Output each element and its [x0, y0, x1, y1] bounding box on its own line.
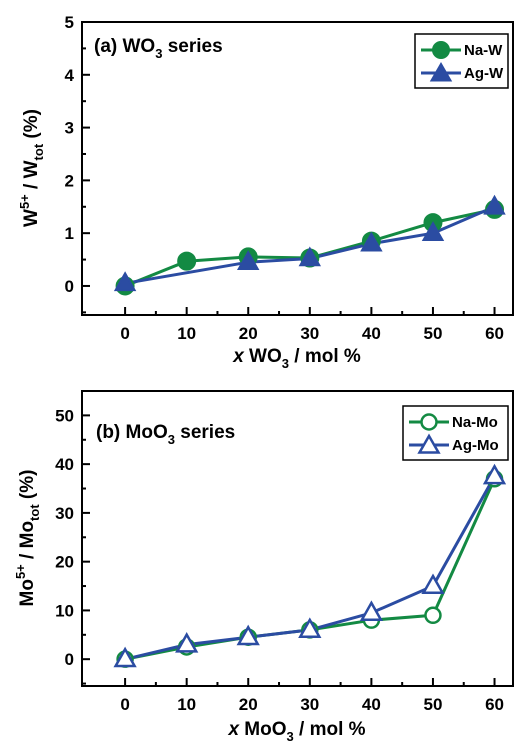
x-tick-label-a: 50: [423, 324, 442, 343]
data-point-ag-mo: [236, 624, 260, 646]
y-tick-label-b: 20: [55, 553, 74, 572]
legend-entry-ag-mo: Ag-Mo: [409, 433, 499, 454]
data-point-na-w: [177, 251, 197, 271]
legend-entry-na-mo: Na-Mo: [409, 413, 498, 431]
x-tick-label-a: 0: [120, 324, 129, 343]
data-point-ag-mo: [113, 646, 137, 668]
legend-entry-ag-w: Ag-W: [421, 61, 504, 82]
plot-frame-b: [81, 390, 514, 687]
x-axis-label-a: x WO3 / mol %: [232, 346, 361, 371]
data-point-ag-mo: [421, 573, 445, 595]
data-point-ag-w: [298, 246, 322, 267]
data-point-na-mo: [424, 606, 442, 625]
legend-label-na-mo: Na-Mo: [452, 414, 498, 431]
x-tick-label-b: 0: [120, 695, 129, 714]
series-group-a: [113, 194, 506, 296]
legend-box-a: [414, 33, 509, 89]
y-tick-label-a: 5: [65, 13, 74, 32]
x-tick-label-a: 20: [239, 324, 258, 343]
x-tick-label-b: 50: [423, 695, 442, 714]
y-tick-label-a: 3: [65, 119, 74, 138]
x-tick-label-b: 20: [239, 695, 258, 714]
data-point-ag-w: [421, 221, 445, 241]
panel-title-a: (a) WO3 series: [94, 36, 223, 61]
data-point-ag-mo: [175, 632, 199, 653]
y-tick-label-a: 4: [65, 66, 75, 85]
y-tick-label-b: 30: [55, 504, 74, 523]
x-tick-label-a: 40: [362, 324, 381, 343]
x-tick-label-a: 30: [300, 324, 319, 343]
y-tick-label-a: 0: [65, 277, 74, 296]
legend-label-na-w: Na-W: [464, 42, 503, 59]
x-tick-label-b: 30: [300, 695, 319, 714]
data-point-ag-w: [483, 194, 506, 215]
x-tick-label-b: 60: [485, 695, 504, 714]
y-axis-label-b: Mo5+ / Motot (%): [13, 470, 42, 607]
data-point-ag-mo: [298, 617, 322, 638]
y-tick-label-b: 0: [65, 650, 74, 669]
y-tick-label-a: 2: [65, 171, 74, 190]
legend-a: Na-W Ag-W: [414, 33, 509, 89]
x-axis-label-b: x MoO3 / mol %: [227, 719, 365, 744]
legend-entry-na-w: Na-W: [421, 41, 503, 59]
x-tick-label-a: 10: [177, 324, 196, 343]
x-tick-label-b: 40: [362, 695, 381, 714]
y-axis-label-a: W5+ / Wtot (%): [17, 109, 46, 227]
data-point-ag-w: [113, 271, 137, 292]
panel-a: 0 10 20 30 40 50 60 0 1 2 3 4 5 (a) WO3 series x WO3…: [17, 13, 514, 371]
panel-title-b: (b) MoO3 series: [96, 422, 235, 447]
x-tick-label-b: 10: [177, 695, 196, 714]
y-tick-label-a: 1: [65, 224, 74, 243]
axis-ticks-b: 0 10 20 30 40 50 60 0 10 20 30 40 50: [55, 406, 504, 714]
data-point-ag-w: [236, 250, 260, 270]
data-point-ag-mo: [482, 463, 507, 485]
legend-b: Na-Mo Ag-Mo: [402, 405, 509, 461]
x-tick-label-a: 60: [485, 324, 504, 343]
data-point-ag-mo: [359, 600, 384, 621]
y-tick-label-b: 10: [55, 601, 74, 620]
data-point-ag-w: [360, 231, 383, 252]
plot-frame-a: [81, 21, 514, 316]
panel-b: 0 10 20 30 40 50 60 0 10 20 30 40 50 (b) MoO3 series…: [13, 390, 514, 744]
y-tick-label-b: 40: [55, 455, 74, 474]
axis-ticks-a: 0 10 20 30 40 50 60 0 1 2 3 4 5: [65, 13, 504, 343]
series-group-b: [113, 463, 507, 668]
legend-label-ag-w: Ag-W: [464, 65, 504, 82]
y-tick-label-b: 50: [55, 406, 74, 425]
series-line-ag-w: [124, 205, 496, 285]
legend-label-ag-mo: Ag-Mo: [452, 437, 499, 454]
